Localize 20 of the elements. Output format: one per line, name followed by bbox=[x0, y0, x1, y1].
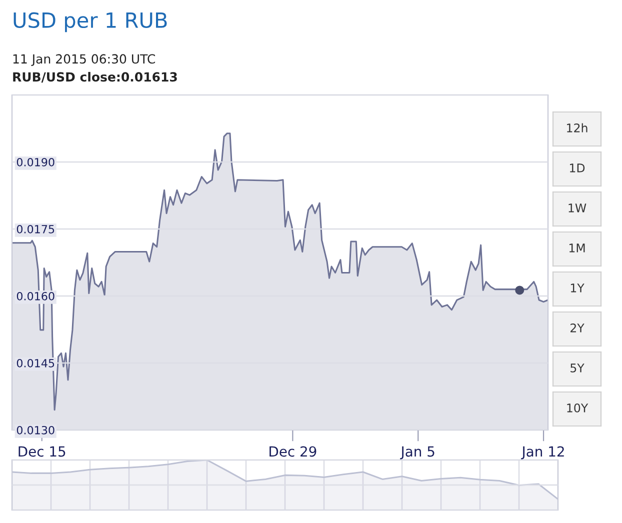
text: 12h bbox=[567, 123, 588, 132]
chart-subtitle: 11 Jan 2015 06:30 UTC bbox=[13, 54, 156, 66]
text: 2Y bbox=[570, 323, 584, 332]
text: 1Y bbox=[570, 284, 584, 292]
text: 1M bbox=[569, 244, 585, 252]
y-tick-label: 0.0130 bbox=[16, 426, 54, 434]
text: 1D bbox=[570, 164, 585, 172]
x-tick-label: Dec 15 bbox=[18, 446, 66, 457]
chart-title: USD per 1 RUB bbox=[14, 12, 167, 32]
x-tick-label: Jan 12 bbox=[521, 446, 564, 460]
text: 10Y bbox=[567, 403, 588, 412]
x-tick-label: Dec 29 bbox=[270, 446, 316, 457]
y-tick-label: 0.0145 bbox=[16, 358, 54, 368]
y-tick-label: 0.0160 bbox=[16, 292, 54, 300]
text: 1W bbox=[568, 204, 586, 212]
text: 5Y bbox=[570, 364, 584, 372]
text: RUB/USD close:0.01613 bbox=[13, 72, 177, 83]
y-tick-label: 0.0190 bbox=[16, 158, 54, 166]
y-tick-label: 0.0175 bbox=[16, 224, 54, 234]
x-tick-label: Jan 5 bbox=[400, 446, 434, 460]
